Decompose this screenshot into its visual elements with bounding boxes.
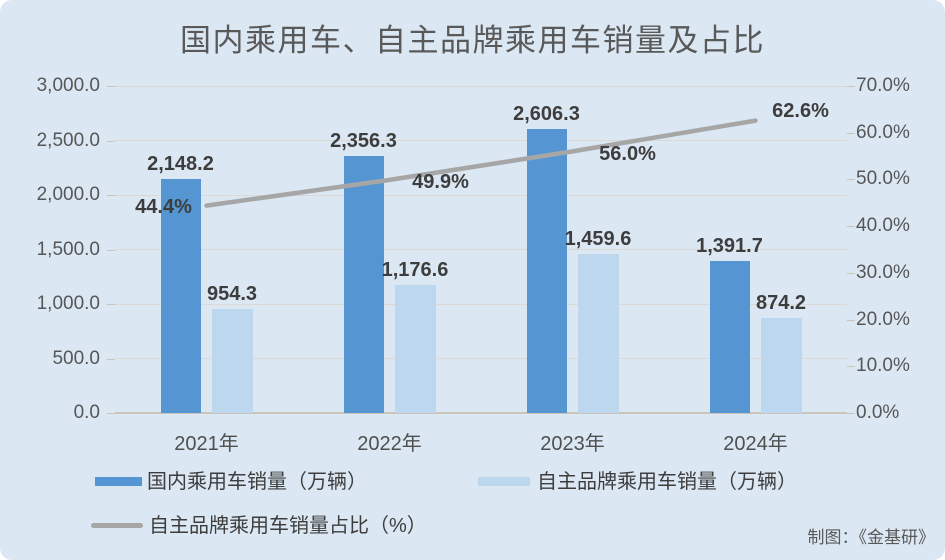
right-axis-label: 40.0%	[856, 215, 910, 237]
right-axis-label: 70.0%	[856, 75, 910, 96]
bar-own-brand	[760, 317, 802, 413]
right-axis-label: 0.0%	[856, 402, 900, 423]
legend-swatch-own-brand	[478, 477, 530, 486]
left-axis-tick	[107, 413, 115, 414]
gridline	[115, 303, 847, 305]
left-axis-tick	[107, 140, 115, 142]
right-axis-label: 30.0%	[856, 261, 910, 283]
attribution-text: 制图：《金基研》	[807, 528, 936, 547]
bar-domestic	[343, 156, 384, 413]
x-axis-label: 2022年	[357, 433, 422, 455]
bar-domestic	[160, 178, 201, 413]
bar-value-label: 2,148.2	[147, 152, 214, 175]
right-axis-label: 10.0%	[856, 355, 910, 377]
right-axis-tick	[847, 132, 855, 134]
right-axis-tick	[847, 366, 855, 368]
line-point-label: 44.4%	[135, 195, 192, 218]
left-axis-label: 3,000.0	[36, 75, 100, 96]
gridline	[115, 249, 847, 250]
left-axis-tick	[107, 195, 115, 196]
right-axis-label: 50.0%	[856, 168, 910, 190]
left-axis-label: 0.0	[73, 402, 100, 423]
gridline	[115, 140, 847, 141]
line-point-label: 62.6%	[772, 99, 829, 122]
bar-value-label: 1,176.6	[381, 258, 449, 281]
legend-label-domestic: 国内乘用车销量（万辆）	[147, 471, 367, 493]
gridline	[115, 194, 847, 196]
left-axis-label: 500.0	[52, 347, 100, 369]
share-line-path	[204, 118, 758, 208]
left-axis-tick	[107, 304, 115, 305]
left-axis-label: 1,000.0	[36, 293, 100, 314]
share-line	[204, 118, 758, 208]
left-axis-label: 2,500.0	[36, 129, 100, 151]
chart-title: 国内乘用车、自主品牌乘用车销量及占比	[180, 23, 765, 58]
left-axis-label: 1,500.0	[36, 238, 100, 260]
left-axis-tick	[107, 249, 115, 251]
left-axis-tick	[107, 86, 115, 87]
right-axis-label: 60.0%	[856, 121, 910, 143]
gridline	[115, 85, 847, 87]
x-axis-label: 2023年	[540, 433, 605, 455]
right-axis-tick	[847, 413, 855, 414]
bar-value-label: 1,459.6	[564, 227, 632, 250]
right-axis-tick	[847, 179, 855, 181]
bar-domestic	[709, 261, 750, 413]
bar-domestic	[526, 128, 567, 413]
bar-value-label: 1,391.7	[696, 235, 763, 258]
left-axis-label: 2,000.0	[36, 184, 100, 205]
right-axis-tick	[847, 319, 855, 321]
right-axis-tick	[847, 226, 855, 228]
legend-label-own-brand: 自主品牌乘用车销量（万辆）	[537, 471, 797, 493]
bar-value-label: 2,356.3	[330, 130, 397, 153]
right-axis-label: 20.0%	[856, 308, 910, 330]
left-axis-tick	[107, 358, 115, 360]
bar-own-brand	[577, 253, 619, 413]
bar-own-brand	[211, 308, 253, 413]
plot-area: 2,148.2 2,356.3 2,606.3 1,391.7 954.3 1,176.6…	[115, 85, 847, 414]
x-axis-line	[115, 412, 847, 414]
right-axis-tick	[847, 272, 855, 274]
bar-own-brand	[394, 284, 436, 413]
legend-swatch-domestic	[95, 477, 142, 486]
x-axis-label: 2021年	[174, 433, 239, 455]
right-axis-tick	[847, 86, 855, 87]
line-point-label: 49.9%	[412, 170, 469, 193]
legend-label-share-line: 自主品牌乘用车销量占比（%）	[149, 515, 427, 537]
x-axis-label: 2024年	[723, 433, 788, 455]
bar-value-label: 874.2	[755, 291, 807, 314]
line-point-label: 56.0%	[599, 143, 656, 166]
bar-value-label: 2,606.3	[513, 102, 580, 125]
legend-swatch-share-line	[91, 523, 143, 528]
bar-value-label: 954.3	[206, 282, 258, 305]
gridline	[115, 358, 847, 359]
